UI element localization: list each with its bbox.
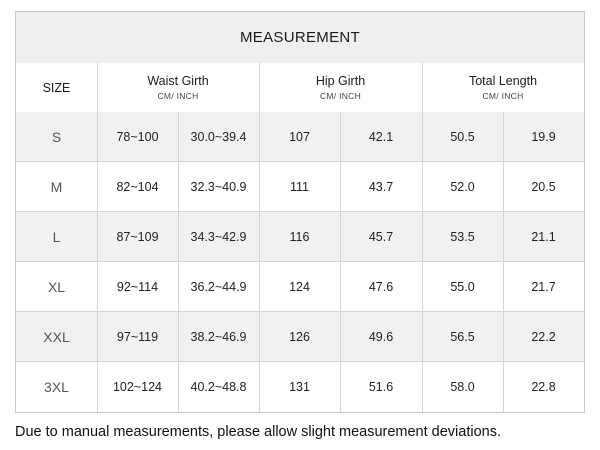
header-waist-label: Waist Girth (147, 74, 209, 88)
cell-hip-cm: 126 (289, 329, 310, 344)
grid-divider (340, 112, 341, 412)
cell-waist-cm: 102~124 (112, 379, 162, 394)
cell-length-inch: 22.2 (531, 329, 556, 344)
cell-hip-inch: 51.6 (368, 379, 394, 394)
cell-length-cm: 55.0 (450, 279, 475, 294)
measurement-table: MEASUREMENT SIZE Waist Girth CM/ INCH Hi… (15, 11, 585, 413)
cell-size: M (50, 178, 63, 195)
grid-divider (97, 63, 98, 412)
cell-hip-cm: 111 (289, 179, 309, 194)
cell-size: 3XL (44, 378, 69, 395)
cell-hip-inch: 49.6 (368, 329, 394, 344)
grid-divider (422, 63, 423, 412)
cell-size: XXL (43, 328, 70, 345)
cell-length-cm: 58.0 (450, 379, 475, 394)
header-hip-unit: CM/ INCH (319, 91, 362, 101)
cell-waist-cm: 97~119 (116, 329, 159, 344)
table-row: 3XL 102~124 40.2~48.8 131 51.6 58.0 22.8 (16, 362, 584, 412)
grid-divider (178, 112, 179, 412)
header-length: Total Length CM/ INCH (422, 63, 584, 112)
cell-size: L (52, 228, 61, 245)
grid-divider (259, 63, 260, 412)
header-row: SIZE Waist Girth CM/ INCH Hip Girth CM/ … (16, 63, 584, 113)
table-row: XL 92~114 36.2~44.9 124 47.6 55.0 21.7 (16, 262, 584, 312)
cell-length-cm: 53.5 (450, 229, 475, 244)
cell-length-inch: 22.8 (531, 379, 556, 394)
header-size-label: SIZE (42, 80, 71, 95)
cell-waist-cm: 87~109 (116, 229, 159, 244)
cell-waist-inch: 36.2~44.9 (190, 279, 247, 294)
cell-length-inch: 19.9 (531, 129, 556, 144)
cell-length-cm: 50.5 (450, 129, 475, 144)
cell-waist-inch: 38.2~46.9 (190, 329, 247, 344)
measurement-note: Due to manual measurements, please allow… (15, 424, 501, 440)
table-title: MEASUREMENT (16, 12, 584, 64)
header-length-label: Total Length (468, 74, 538, 88)
cell-waist-inch: 34.3~42.9 (190, 229, 247, 244)
table-row: M 82~104 32.3~40.9 111 43.7 52.0 20.5 (16, 162, 584, 212)
cell-hip-cm: 107 (289, 129, 310, 144)
table-row: L 87~109 34.3~42.9 116 45.7 53.5 21.1 (16, 212, 584, 262)
cell-size: S (51, 128, 62, 145)
cell-size: XL (47, 278, 66, 295)
header-waist: Waist Girth CM/ INCH (97, 63, 259, 112)
cell-length-cm: 56.5 (450, 329, 475, 344)
header-length-unit: CM/ INCH (482, 91, 524, 101)
cell-hip-cm: 124 (289, 279, 310, 294)
cell-hip-inch: 42.1 (368, 129, 394, 144)
table-body: S 78~100 30.0~39.4 107 42.1 50.5 19.9 M … (16, 112, 584, 412)
header-waist-unit: CM/ INCH (157, 91, 199, 101)
header-size: SIZE (16, 63, 97, 112)
cell-waist-cm: 78~100 (116, 129, 159, 144)
cell-hip-cm: 131 (289, 379, 310, 394)
cell-waist-inch: 32.3~40.9 (190, 179, 247, 194)
cell-waist-cm: 82~104 (116, 179, 159, 194)
header-hip-label: Hip Girth (315, 74, 366, 88)
cell-waist-inch: 40.2~48.8 (190, 379, 247, 394)
cell-hip-inch: 47.6 (368, 279, 394, 294)
cell-waist-cm: 92~114 (116, 279, 159, 294)
cell-length-cm: 52.0 (450, 179, 475, 194)
grid-divider (503, 112, 504, 412)
cell-waist-inch: 30.0~39.4 (190, 129, 247, 144)
cell-hip-cm: 116 (289, 229, 310, 244)
cell-hip-inch: 43.7 (368, 179, 394, 194)
cell-hip-inch: 45.7 (368, 229, 394, 244)
cell-length-inch: 20.5 (531, 179, 556, 194)
table-row: S 78~100 30.0~39.4 107 42.1 50.5 19.9 (16, 112, 584, 162)
table-row: XXL 97~119 38.2~46.9 126 49.6 56.5 22.2 (16, 312, 584, 362)
cell-length-inch: 21.7 (531, 279, 556, 294)
header-hip: Hip Girth CM/ INCH (259, 63, 422, 112)
cell-length-inch: 21.1 (531, 229, 556, 244)
